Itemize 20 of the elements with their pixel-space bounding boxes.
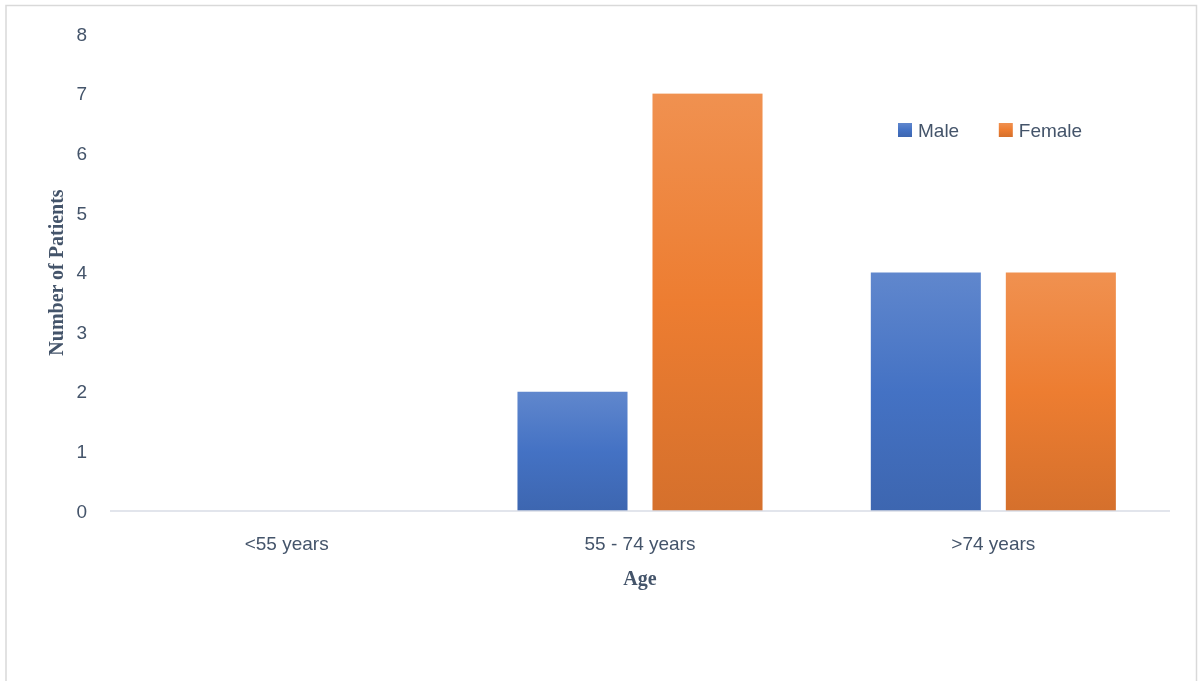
y-tick-label: 2 [76, 381, 87, 403]
x-axis-title: Age [623, 567, 657, 590]
y-tick-label: 6 [76, 142, 87, 164]
y-tick-label: 1 [76, 441, 87, 463]
y-tick-label: 0 [76, 500, 87, 522]
legend-label: Male [918, 119, 960, 141]
y-tick-label: 4 [76, 262, 88, 284]
legend-label: Female [1018, 119, 1083, 141]
bar [870, 272, 981, 511]
bar [652, 93, 763, 511]
bar [517, 391, 628, 511]
y-tick-label: 7 [76, 83, 87, 105]
x-tick-label: 55 - 74 years [584, 532, 696, 554]
x-tick-label: <55 years [244, 532, 329, 554]
bar [1005, 272, 1116, 511]
y-axis-title: Number of Patients [45, 189, 67, 356]
y-tick-label: 3 [76, 321, 87, 343]
x-tick-label: >74 years [951, 532, 1036, 554]
y-tick-label: 5 [76, 202, 87, 224]
y-tick-label: 8 [76, 23, 87, 45]
